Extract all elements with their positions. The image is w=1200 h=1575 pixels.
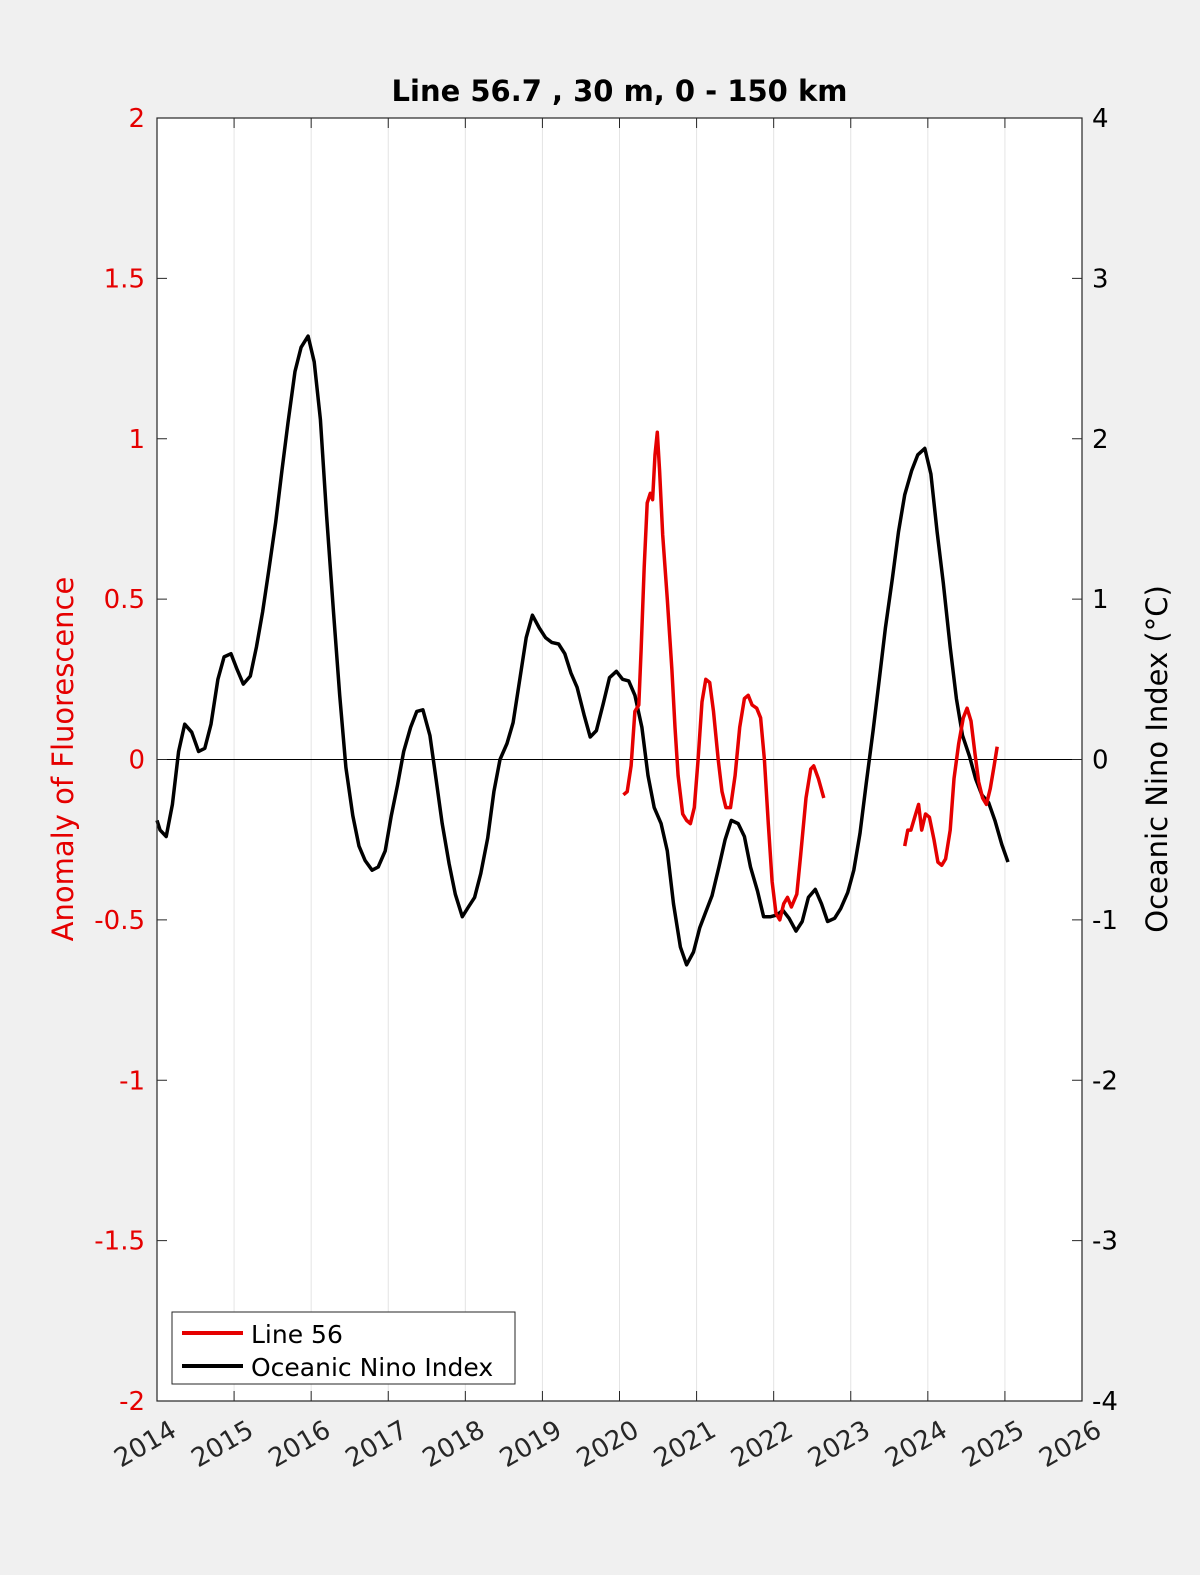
series-layer — [155, 334, 1010, 967]
legend-box — [171, 1311, 516, 1385]
y-right-tick-label--2: -2 — [1092, 1066, 1118, 1096]
y-right-tick-label-2: 2 — [1092, 425, 1109, 455]
y-right-tick-label-4: 4 — [1092, 104, 1109, 134]
x-tick-label-2024: 2024 — [880, 1415, 952, 1474]
y-left-tick-label-1.5: 1.5 — [104, 264, 145, 294]
legend: Line 56 Oceanic Nino Index — [171, 1311, 516, 1385]
right-axis-label: Oceanic Nino Index (°C) — [1140, 585, 1174, 933]
y-left-tick-label-0: 0 — [128, 746, 145, 776]
series-oceanic-nino-index — [155, 334, 1010, 967]
x-tick-label-2026: 2026 — [1034, 1415, 1106, 1474]
chart-title: Line 56.7 , 30 m, 0 - 150 km — [392, 74, 848, 108]
right-axis: 4 3 2 1 0 -1 -2 -3 -4 — [1072, 104, 1118, 1417]
y-left-tick-label-2: 2 — [128, 104, 145, 134]
y-left-tick-label--1: -1 — [119, 1066, 145, 1096]
x-tick-label-2021: 2021 — [649, 1415, 721, 1474]
y-left-tick-label-1: 1 — [128, 425, 145, 455]
left-axis: 2 1.5 1 0.5 0 -0.5 -1 -1.5 -2 — [94, 104, 167, 1417]
y-right-tick-label-1: 1 — [1092, 585, 1109, 615]
x-tick-label-2018: 2018 — [418, 1415, 490, 1474]
x-tick-label-2020: 2020 — [572, 1415, 644, 1474]
y-left-tick-label--2: -2 — [119, 1387, 145, 1417]
y-left-tick-label-0.5: 0.5 — [104, 585, 145, 615]
left-axis-label: Anomaly of Fluorescence — [46, 577, 80, 942]
x-tick-label-2023: 2023 — [803, 1415, 875, 1474]
x-tick-label-2019: 2019 — [495, 1415, 567, 1474]
y-right-tick-label--4: -4 — [1092, 1387, 1118, 1417]
y-left-tick-label--1.5: -1.5 — [94, 1227, 145, 1257]
x-tick-label-2022: 2022 — [726, 1415, 798, 1474]
y-right-tick-label--1: -1 — [1092, 906, 1118, 936]
y-left-tick-label--0.5: -0.5 — [94, 906, 145, 936]
x-tick-label-2014: 2014 — [109, 1415, 181, 1474]
legend-label-line56: Line 56 — [251, 1320, 343, 1349]
y-right-tick-label--3: -3 — [1092, 1227, 1118, 1257]
y-right-tick-label-3: 3 — [1092, 264, 1109, 294]
x-tick-label-2015: 2015 — [186, 1415, 258, 1474]
x-tick-label-2016: 2016 — [264, 1415, 336, 1474]
y-right-tick-label-0: 0 — [1092, 746, 1109, 776]
series-line56-segment-2 — [902, 706, 999, 868]
x-tick-label-2017: 2017 — [341, 1415, 413, 1474]
series-line56-segment-1 — [622, 430, 826, 922]
x-tick-label-2025: 2025 — [957, 1415, 1029, 1474]
legend-label-oni: Oceanic Nino Index — [251, 1353, 493, 1382]
